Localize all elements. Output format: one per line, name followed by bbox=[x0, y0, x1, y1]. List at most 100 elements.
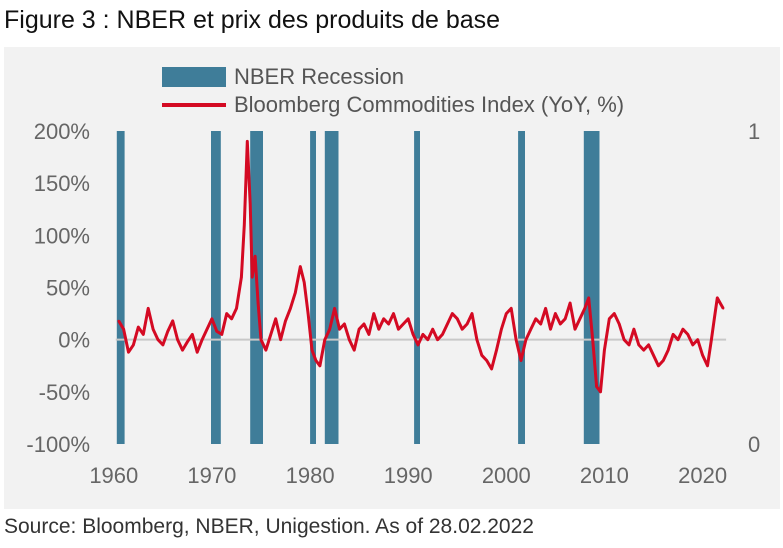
data-point bbox=[392, 312, 395, 315]
legend: NBER Recession Bloomberg Commodities Ind… bbox=[162, 63, 624, 119]
recession-bar-1 bbox=[116, 131, 125, 444]
data-point bbox=[387, 322, 390, 326]
recession-bar-7 bbox=[518, 131, 525, 444]
data-point bbox=[583, 307, 586, 310]
data-point bbox=[456, 317, 459, 320]
data-point bbox=[539, 322, 542, 326]
recession-bar-6 bbox=[414, 131, 420, 444]
data-point bbox=[480, 354, 483, 357]
x-tick-label: 2020 bbox=[678, 463, 727, 488]
data-point bbox=[637, 343, 640, 347]
data-point bbox=[426, 338, 429, 341]
data-point bbox=[568, 301, 572, 305]
data-point bbox=[294, 291, 297, 294]
data-point bbox=[259, 338, 263, 341]
data-point bbox=[441, 333, 444, 336]
data-point bbox=[719, 301, 722, 305]
data-point bbox=[397, 328, 400, 331]
data-point bbox=[559, 322, 562, 326]
x-tick-label: 1970 bbox=[187, 463, 236, 488]
data-point bbox=[465, 322, 469, 326]
y-tick-label: 200% bbox=[34, 119, 90, 144]
data-point bbox=[632, 328, 636, 331]
data-point bbox=[220, 333, 223, 336]
data-point bbox=[353, 348, 356, 352]
y-tick-label: 100% bbox=[34, 223, 90, 248]
data-point bbox=[367, 333, 371, 336]
data-point bbox=[416, 343, 420, 347]
data-point bbox=[436, 338, 439, 341]
data-point bbox=[647, 343, 650, 347]
legend-label-commodities: Bloomberg Commodities Index (YoY, %) bbox=[234, 92, 625, 117]
data-point bbox=[181, 348, 184, 352]
data-point bbox=[470, 312, 474, 315]
data-point bbox=[338, 328, 341, 331]
data-point bbox=[249, 202, 252, 206]
data-point bbox=[554, 312, 557, 315]
data-point bbox=[505, 312, 508, 315]
data-point bbox=[289, 307, 292, 310]
data-point bbox=[613, 312, 616, 315]
data-point bbox=[564, 317, 567, 320]
data-point bbox=[303, 281, 306, 284]
chart-svg: -100%-50%0%50%100%150%200% 01 1960 1970 19… bbox=[26, 119, 760, 488]
data-point bbox=[142, 333, 145, 336]
data-point bbox=[710, 338, 713, 341]
data-point bbox=[676, 338, 680, 341]
data-point bbox=[176, 338, 179, 341]
data-point bbox=[706, 364, 709, 367]
data-point bbox=[215, 330, 218, 333]
data-point bbox=[500, 328, 503, 331]
y-tick-label: -100% bbox=[26, 432, 90, 457]
data-point bbox=[171, 319, 174, 323]
data-point bbox=[166, 330, 169, 333]
data-point bbox=[264, 348, 268, 352]
legend-swatch-commodities bbox=[162, 103, 226, 107]
data-point bbox=[622, 338, 626, 341]
data-point bbox=[156, 338, 160, 341]
data-point bbox=[549, 328, 552, 331]
recession-bar-8 bbox=[583, 131, 600, 444]
data-point bbox=[269, 333, 272, 336]
data-point bbox=[377, 328, 380, 331]
data-point bbox=[696, 338, 699, 341]
data-point bbox=[382, 317, 385, 320]
data-point bbox=[117, 319, 120, 323]
data-point bbox=[485, 359, 488, 362]
data-point bbox=[357, 328, 361, 331]
data-point bbox=[716, 296, 719, 300]
data-point bbox=[343, 322, 346, 326]
data-point bbox=[318, 364, 322, 367]
recession-bar-5 bbox=[324, 131, 339, 444]
data-point bbox=[627, 343, 631, 347]
legend-item-recession: NBER Recession bbox=[162, 63, 624, 91]
data-point bbox=[161, 343, 165, 347]
data-point bbox=[362, 322, 366, 326]
data-point bbox=[591, 338, 594, 341]
recession-bars bbox=[116, 131, 600, 444]
data-point bbox=[196, 351, 199, 354]
data-point bbox=[279, 338, 282, 341]
y-tick-label: -50% bbox=[39, 380, 90, 405]
right-y-axis: 01 bbox=[748, 119, 760, 457]
data-point bbox=[256, 301, 260, 305]
data-point bbox=[253, 255, 257, 258]
data-point bbox=[529, 328, 532, 331]
data-point bbox=[451, 312, 454, 315]
data-point bbox=[151, 328, 155, 331]
x-axis: 1960 1970 1980 1990 2000 2010 2020 bbox=[89, 463, 727, 488]
recession-bar-2 bbox=[211, 131, 221, 444]
data-point bbox=[299, 265, 302, 268]
data-point bbox=[544, 307, 547, 310]
data-point bbox=[595, 385, 598, 388]
source-note: Source: Bloomberg, NBER, Unigestion. As … bbox=[4, 515, 534, 538]
data-point bbox=[402, 322, 405, 326]
data-point bbox=[722, 307, 725, 310]
data-point bbox=[671, 333, 675, 336]
data-point bbox=[686, 333, 689, 336]
x-tick-label: 2000 bbox=[482, 463, 531, 488]
data-point bbox=[667, 348, 670, 352]
data-point bbox=[200, 338, 204, 341]
data-point bbox=[205, 328, 209, 331]
